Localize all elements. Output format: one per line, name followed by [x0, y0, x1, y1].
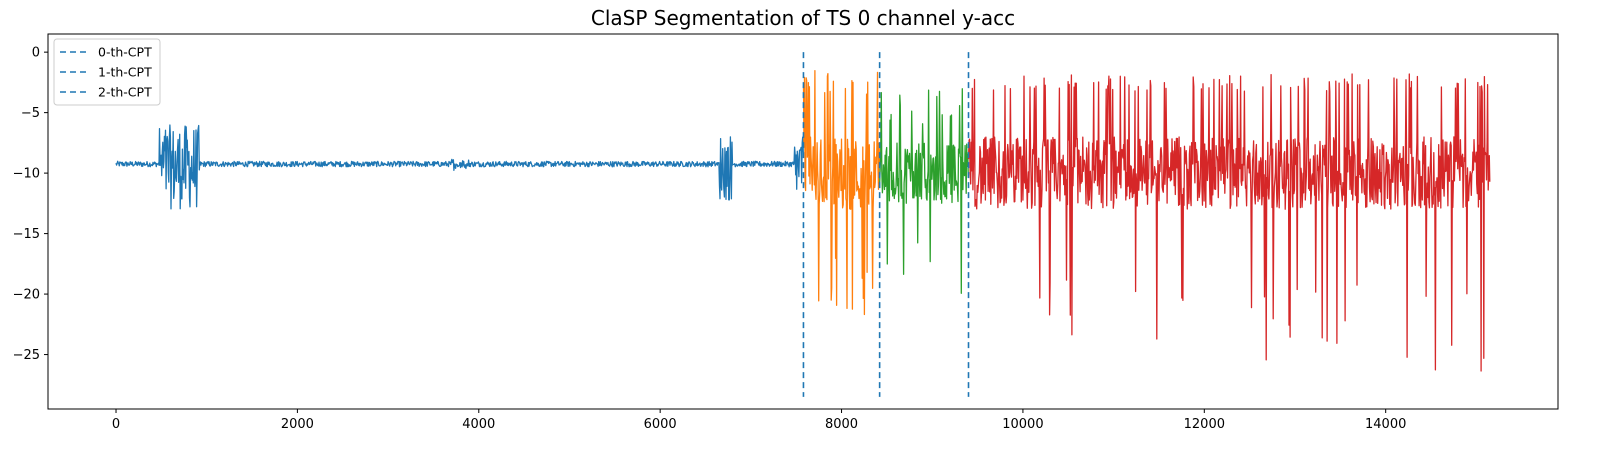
x-tick-label-4: 8000	[825, 417, 858, 432]
x-tick-label-0: 0	[112, 417, 120, 432]
y-tick-label-3: −15	[13, 227, 40, 242]
chart-title: ClaSP Segmentation of TS 0 channel y-acc	[591, 6, 1015, 30]
x-tick-label-1: 2000	[281, 417, 314, 432]
x-axis: 0 2000 4000 6000 8000 10000 12000 14000	[112, 409, 1406, 432]
change-point-lines	[802, 52, 970, 397]
series-line-0	[115, 124, 804, 210]
y-tick-label-0: 0	[32, 46, 40, 61]
y-tick-label-2: −10	[13, 167, 40, 182]
x-tick-label-6: 12000	[1184, 417, 1225, 432]
series-line-2	[878, 88, 969, 294]
plot-area	[115, 70, 1491, 372]
legend-label-1: 1-th-CPT	[98, 65, 152, 80]
y-tick-label-5: −25	[13, 348, 40, 363]
legend-box	[53, 38, 161, 106]
legend-label-0: 0-th-CPT	[98, 45, 152, 60]
x-tick-label-5: 10000	[1002, 417, 1043, 432]
y-tick-label-1: −5	[21, 106, 40, 121]
y-axis: 0 −5 −10 −15 −20 −25	[13, 46, 48, 363]
series-line-3	[967, 73, 1491, 372]
y-tick-label-4: −20	[13, 288, 40, 303]
x-tick-label-7: 14000	[1365, 417, 1406, 432]
x-tick-label-3: 6000	[644, 417, 677, 432]
legend: 0-th-CPT 1-th-CPT 2-th-CPT	[53, 38, 161, 106]
plot-frame	[47, 33, 1559, 410]
legend-label-2: 2-th-CPT	[98, 85, 152, 100]
series-line-1	[802, 70, 881, 316]
x-tick-label-2: 4000	[462, 417, 495, 432]
